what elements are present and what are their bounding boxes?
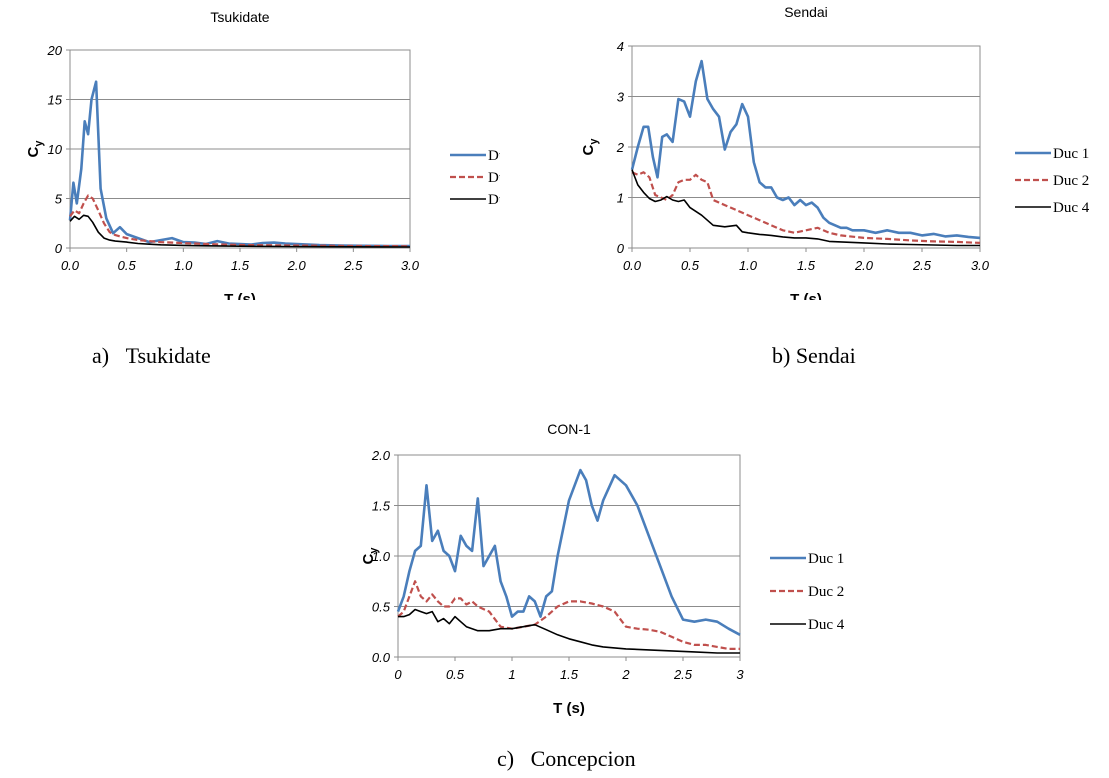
series-line-duc-4 xyxy=(398,608,740,654)
y-tick-label: 10 xyxy=(48,142,63,157)
y-tick-label: 0.0 xyxy=(372,650,391,665)
series-line-duc-4 xyxy=(69,214,411,248)
legend-label: Duc 2 xyxy=(1053,173,1089,189)
series-line-duc-2 xyxy=(69,194,411,248)
chart-title: Sendai xyxy=(784,4,828,20)
x-tick-label: 2.0 xyxy=(854,258,874,273)
legend-label: Duc 1 xyxy=(1053,146,1089,162)
y-tick-label: 2.0 xyxy=(371,448,391,463)
y-tick-label: 0 xyxy=(617,241,625,256)
x-tick-label: 2.5 xyxy=(912,258,932,273)
y-tick-label: 0 xyxy=(55,241,63,256)
series-line-duc-2 xyxy=(631,171,981,244)
caption-c: c) Concepcion xyxy=(497,746,636,771)
y-tick-label: 3 xyxy=(617,90,625,105)
x-tick-label: 0.0 xyxy=(623,258,642,273)
x-tick-label: 1.5 xyxy=(797,258,816,273)
x-tick-label: 0.5 xyxy=(118,258,137,273)
y-tick-label: 1 xyxy=(617,191,624,206)
x-tick-label: 1.5 xyxy=(231,258,250,273)
series-line-duc-1 xyxy=(68,80,410,248)
y-tick-label: 20 xyxy=(47,43,63,58)
x-tick-label: 0.5 xyxy=(681,258,700,273)
x-axis-label: T (s) xyxy=(224,291,256,300)
x-tick-label: 1.0 xyxy=(174,258,193,273)
x-tick-label: 0 xyxy=(394,667,402,682)
x-tick-label: 1 xyxy=(508,667,515,682)
legend-label: Duc 4 xyxy=(488,192,500,208)
legend-label: Duc 4 xyxy=(1053,200,1090,216)
chart-title: Tsukidate xyxy=(210,9,269,25)
x-tick-label: 2.5 xyxy=(673,667,693,682)
chart-title: CON-1 xyxy=(547,421,591,437)
chart-sendai: Sendai 0 1 2 3 4 0.0 0.5 1.0 1.5 2.0 2.5 3.0 T (s) Cy D… xyxy=(580,4,1090,300)
x-tick-label: 3 xyxy=(736,667,744,682)
x-tick-label: 0.5 xyxy=(446,667,465,682)
caption-b: b) Sendai xyxy=(772,343,856,368)
series-line-duc-1 xyxy=(396,468,741,636)
chart-con-1: CON-10.00.51.01.52.00 0.5 1 1.5 2 2.5 3T (s)Cy… xyxy=(360,421,845,717)
y-tick-label: 4 xyxy=(617,39,624,54)
chart-tsukidate: Tsukidate 0 5 10 15 20 0.0 0.5 1.0 1.5 2.0 2.5 3.0 T … xyxy=(25,9,500,300)
y-tick-label: 1.5 xyxy=(372,499,391,514)
y-tick-label: 15 xyxy=(48,93,63,108)
x-axis-label: T (s) xyxy=(790,291,822,300)
x-tick-label: 2.0 xyxy=(287,258,307,273)
legend-label: Duc 4 xyxy=(808,617,845,633)
legend-label: Duc 1 xyxy=(808,551,844,567)
y-tick-label: 2 xyxy=(616,140,625,155)
x-axis-label: T (s) xyxy=(553,700,585,717)
y-axis-label: Cy xyxy=(25,140,45,158)
x-tick-label: 2 xyxy=(621,667,630,682)
legend-label: Duc 2 xyxy=(808,584,844,600)
x-tick-label: 1.5 xyxy=(560,667,579,682)
y-axis-label: Cy xyxy=(580,138,600,156)
series-line-duc-4 xyxy=(631,169,980,247)
x-tick-label: 1.0 xyxy=(739,258,758,273)
caption-a: a) Tsukidate xyxy=(92,343,211,368)
x-tick-label: 3.0 xyxy=(401,258,420,273)
series-line-duc-1 xyxy=(630,59,981,240)
y-tick-label: 1.0 xyxy=(372,549,391,564)
x-tick-label: 2.5 xyxy=(343,258,363,273)
legend-label: Duc 2 xyxy=(488,170,500,186)
x-tick-label: 0.0 xyxy=(61,258,80,273)
x-tick-label: 3.0 xyxy=(971,258,990,273)
legend-label: Duc 1 xyxy=(488,148,500,164)
y-tick-label: 0.5 xyxy=(372,600,391,615)
y-tick-label: 5 xyxy=(55,192,63,207)
